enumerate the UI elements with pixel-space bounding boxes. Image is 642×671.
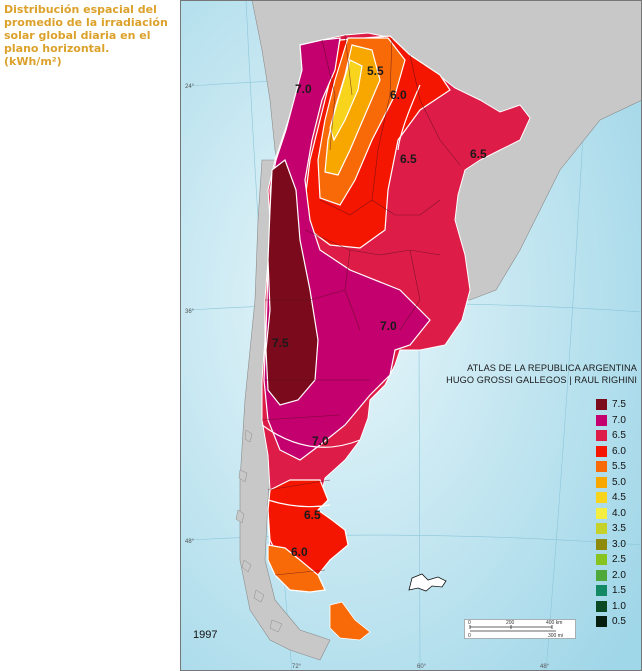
legend-item: 7.0 xyxy=(596,413,626,429)
map-title: Distribución espacial del promedio de la… xyxy=(4,3,180,68)
contour-label: 7.0 xyxy=(380,319,397,333)
zone-4-5 xyxy=(329,59,363,142)
malvinas-islands xyxy=(408,573,447,592)
atlas-authors: HUGO GROSSI GALLEGOS | RAUL RIGHINI xyxy=(446,375,637,385)
legend-swatch xyxy=(596,569,607,581)
scale-km-tick: 200 xyxy=(506,620,515,626)
legend-label: 4.0 xyxy=(612,507,626,519)
isoline xyxy=(261,424,361,448)
contour-label: 6.5 xyxy=(304,508,321,522)
map-frame: 24° 36° 48° 72° 60° 48° xyxy=(180,0,642,671)
legend-item: 4.0 xyxy=(596,506,626,522)
legend-label: 3.5 xyxy=(612,523,626,535)
legend-label: 1.0 xyxy=(612,600,626,612)
legend-label: 5.5 xyxy=(612,461,626,473)
legend-item: 1.5 xyxy=(596,583,626,599)
scale-km-tick: 0 xyxy=(468,620,471,626)
contour-label: 6.0 xyxy=(390,88,407,102)
atlas-credit: ATLAS DE LA REPUBLICA ARGENTINA HUGO GRO… xyxy=(407,362,637,386)
contour-label: 6.0 xyxy=(291,545,308,559)
legend-label: 2.0 xyxy=(612,569,626,581)
legend-item: 6.0 xyxy=(596,444,626,460)
legend-item: 5.5 xyxy=(596,459,626,475)
contour-label: 5.5 xyxy=(367,64,384,78)
legend-label: 3.0 xyxy=(612,538,626,550)
legend-swatch xyxy=(596,585,607,597)
lat-label: 24° xyxy=(185,84,195,90)
contour-label: 7.0 xyxy=(312,434,329,448)
contour-label: 7.5 xyxy=(272,336,289,350)
scale-mi-tick: 300 mi xyxy=(548,633,563,639)
contour-label: 6.5 xyxy=(470,147,487,161)
lon-label: 72° xyxy=(292,664,302,670)
year-label: 1997 xyxy=(193,629,218,641)
legend-item: 6.5 xyxy=(596,428,626,444)
legend-item: 1.0 xyxy=(596,599,626,615)
title-line: Distribución espacial del xyxy=(4,3,157,16)
legend-swatch xyxy=(596,399,607,411)
legend-item: 4.5 xyxy=(596,490,626,506)
zone-5-5-south xyxy=(267,544,326,593)
scale-km-tick: 400 km xyxy=(546,620,562,626)
legend-item: 5.0 xyxy=(596,475,626,491)
lat-label: 36° xyxy=(185,309,195,315)
legend-item: 3.0 xyxy=(596,537,626,553)
scale-bar: 0 200 400 km 0 300 mi xyxy=(464,619,576,639)
lon-label: 48° xyxy=(540,664,550,670)
legend-label: 0.5 xyxy=(612,616,626,628)
legend-swatch xyxy=(596,554,607,566)
legend-item: 7.5 xyxy=(596,397,626,413)
irradiance-zones xyxy=(263,35,451,593)
legend-swatch xyxy=(596,445,607,457)
isoline xyxy=(397,84,421,151)
title-line: (kWh/m²) xyxy=(4,55,62,68)
atlas-title: ATLAS DE LA REPUBLICA ARGENTINA xyxy=(467,363,637,373)
legend-label: 7.5 xyxy=(612,399,626,411)
title-line: promedio de la irradiación xyxy=(4,16,168,29)
scale-mi-tick: 0 xyxy=(468,633,471,639)
legend-swatch xyxy=(596,600,607,612)
legend-item: 2.0 xyxy=(596,568,626,584)
contour-labels: 5.5 6.0 6.5 6.5 7.0 7.0 7.5 7.0 6.5 6.0 xyxy=(272,64,487,559)
lat-label: 48° xyxy=(185,539,195,545)
map-svg: 24° 36° 48° 72° 60° 48° xyxy=(180,0,642,671)
contour-label: 6.5 xyxy=(400,152,417,166)
title-line: solar global diaria en el xyxy=(4,29,151,42)
title-line: plano horizontal. xyxy=(4,42,110,55)
legend-label: 4.5 xyxy=(612,492,626,504)
legend-swatch xyxy=(596,507,607,519)
legend-swatch xyxy=(596,461,607,473)
legend-swatch xyxy=(596,414,607,426)
legend-swatch xyxy=(596,538,607,550)
legend-swatch xyxy=(596,430,607,442)
legend-swatch xyxy=(596,523,607,535)
legend-label: 5.0 xyxy=(612,476,626,488)
legend-label: 6.5 xyxy=(612,430,626,442)
legend-label: 7.0 xyxy=(612,414,626,426)
contour-label: 7.0 xyxy=(295,82,312,96)
legend-item: 3.5 xyxy=(596,521,626,537)
legend-item: 0.5 xyxy=(596,614,626,630)
zone-7-5 xyxy=(265,159,319,406)
legend: 7.5 7.0 6.5 6.0 5.5 5.0 4.5 4.0 3.5 3.0 2.5 2.0 1.5 1… xyxy=(596,397,626,630)
legend-label: 2.5 xyxy=(612,554,626,566)
legend-label: 1.5 xyxy=(612,585,626,597)
legend-swatch xyxy=(596,476,607,488)
chile-islands xyxy=(235,429,283,633)
legend-swatch xyxy=(596,492,607,504)
isoline xyxy=(267,499,331,508)
lon-label: 60° xyxy=(417,664,427,670)
legend-item: 2.5 xyxy=(596,552,626,568)
legend-swatch xyxy=(596,616,607,628)
province-borders xyxy=(261,34,461,576)
legend-label: 6.0 xyxy=(612,445,626,457)
tierra-del-fuego xyxy=(329,601,371,641)
